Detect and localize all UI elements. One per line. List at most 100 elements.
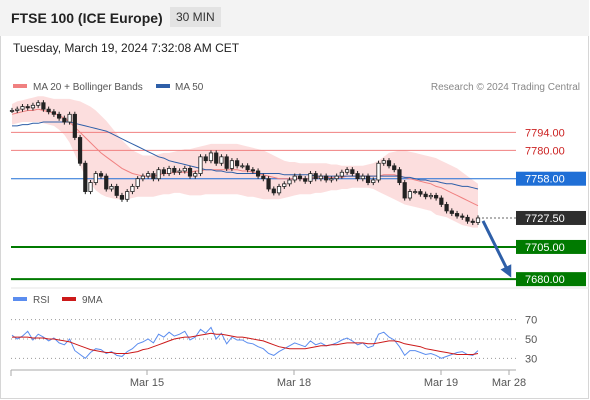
- candle-body: [156, 169, 161, 180]
- candle-body: [345, 169, 350, 173]
- candle-body: [318, 175, 324, 180]
- candle-body: [360, 175, 365, 180]
- header-bar: FTSE 100 (ICE Europe) 30 MIN: [0, 0, 589, 36]
- candle-body: [88, 182, 93, 192]
- candle-body: [355, 173, 360, 180]
- candle-body: [57, 113, 62, 119]
- timeframe-badge[interactable]: 30 MIN: [170, 7, 221, 27]
- candle-body: [20, 106, 25, 110]
- candle-body: [235, 160, 240, 167]
- candle-body: [324, 175, 329, 181]
- candle-body: [146, 173, 151, 177]
- candles: [9, 100, 481, 226]
- candle-body: [308, 173, 313, 182]
- candle-body: [475, 217, 481, 223]
- candle-body: [303, 178, 308, 182]
- candle-body: [434, 195, 439, 199]
- candle-body: [77, 137, 83, 164]
- candle-body: [140, 175, 145, 180]
- candle-body: [36, 102, 41, 106]
- candle-body: [219, 156, 224, 164]
- forecast-arrow-head: [500, 264, 512, 278]
- candle-body: [161, 169, 166, 174]
- candle-body: [98, 173, 104, 177]
- legend-swatch-ma50: [156, 84, 170, 88]
- rsi-legend: RSI 9MA: [13, 295, 103, 306]
- candle-body: [261, 175, 266, 180]
- candle-body: [386, 160, 392, 167]
- candle-body: [83, 162, 88, 192]
- candle-body: [449, 210, 454, 214]
- rsi-grid: 70 50 30: [11, 315, 537, 365]
- candle-body: [271, 188, 276, 194]
- candle-body: [465, 216, 470, 222]
- candle-body: [93, 173, 98, 183]
- level-label-last-price: 7727.50: [525, 213, 565, 225]
- level-label-support: 7705.00: [525, 242, 565, 254]
- candle-body: [313, 173, 318, 180]
- candle-body: [240, 165, 245, 168]
- x-axis: Mar 15 Mar 18 Mar 19 Mar 28: [10, 369, 526, 389]
- candle-body: [282, 183, 287, 187]
- level-label-support: 7680.00: [525, 274, 565, 286]
- candle-body: [187, 167, 193, 177]
- candle-body: [381, 160, 386, 164]
- rsi-level-label: 70: [525, 315, 537, 327]
- candle-body: [423, 193, 428, 198]
- candle-body: [104, 175, 109, 190]
- candle-body: [365, 175, 371, 183]
- research-credit: Research © 2024 Trading Central: [431, 82, 580, 93]
- candle-body: [392, 165, 397, 171]
- rsi-level-label: 30: [525, 353, 537, 365]
- candle-body: [444, 204, 449, 212]
- candle-body: [350, 169, 355, 174]
- legend-ma50-label: MA 50: [175, 82, 204, 93]
- level-label-box: [516, 239, 586, 254]
- legend-swatch-9ma: [62, 297, 76, 301]
- candle-body: [46, 108, 51, 113]
- candle-body: [224, 156, 229, 169]
- legend-ma20-label: MA 20 + Bollinger Bands: [33, 82, 143, 93]
- rsi-ma9-line: [12, 332, 479, 355]
- forecast-arrow-shaft: [481, 220, 511, 274]
- candle-body: [177, 170, 182, 173]
- candle-body: [250, 169, 255, 172]
- candle-body: [287, 179, 292, 185]
- candle-body: [135, 178, 140, 187]
- candle-body: [72, 113, 77, 138]
- level-label-resistance: 7794.00: [525, 127, 565, 139]
- candle-body: [30, 104, 36, 109]
- candle-body: [407, 191, 413, 199]
- level-labels: 7794.00 7780.00 7758.00 7727.50 7705.00 7680.…: [516, 127, 586, 287]
- candle-body: [402, 182, 407, 199]
- level-label-resistance: 7780.00: [525, 145, 565, 157]
- level-label-pivot: 7758.00: [525, 174, 565, 186]
- candle-body: [255, 170, 261, 177]
- candle-body: [67, 113, 72, 123]
- candle-body: [208, 152, 214, 162]
- chart-title: FTSE 100 (ICE Europe): [11, 10, 163, 26]
- candle-body: [125, 191, 130, 200]
- candle-body: [371, 179, 376, 183]
- candle-body: [460, 215, 465, 218]
- candle-body: [297, 175, 303, 180]
- candle-body: [109, 186, 114, 190]
- candle-body: [214, 152, 219, 164]
- forecast-arrow: [481, 220, 512, 278]
- candle-body: [413, 191, 418, 193]
- candle-body: [418, 191, 423, 195]
- legend-9ma-label: 9MA: [82, 295, 103, 306]
- x-tick-label: Mar 18: [277, 377, 311, 389]
- candle-body: [51, 111, 56, 115]
- candle-body: [276, 186, 282, 194]
- candle-body: [339, 171, 344, 177]
- candle-body: [182, 167, 187, 172]
- candle-body: [454, 213, 460, 217]
- level-label-box: [516, 210, 586, 225]
- candle-body: [172, 167, 177, 173]
- candle-body: [229, 160, 235, 169]
- candle-body: [198, 156, 203, 174]
- legend-swatch-ma20: [13, 84, 27, 88]
- x-tick-label: Mar 19: [424, 377, 458, 389]
